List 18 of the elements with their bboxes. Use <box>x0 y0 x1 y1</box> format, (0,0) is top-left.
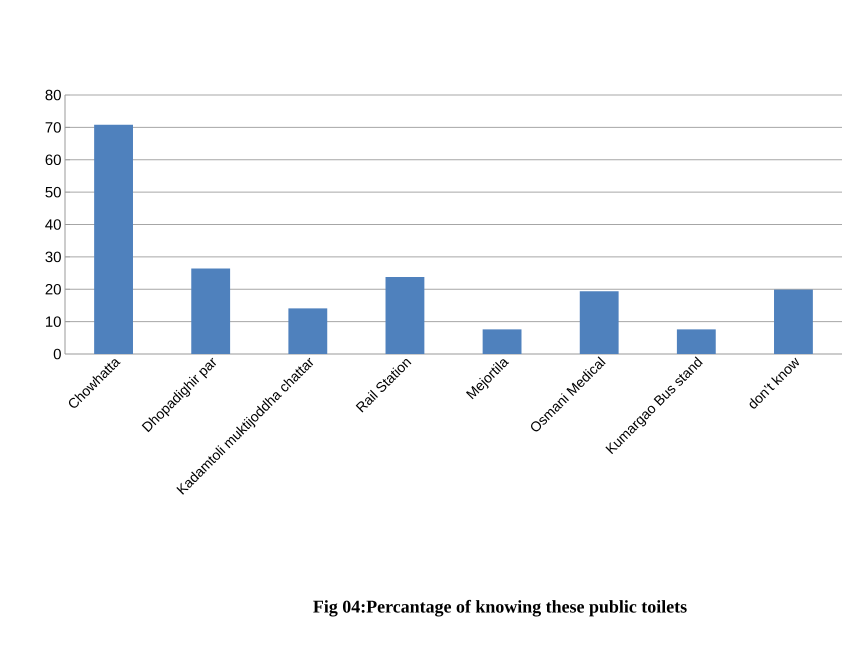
y-tick-label: 20 <box>46 284 61 295</box>
bar <box>482 329 522 354</box>
bar <box>676 329 716 354</box>
y-tick-label: 80 <box>46 90 61 100</box>
bar <box>580 291 619 354</box>
bar <box>191 268 230 354</box>
y-tick-label: 0 <box>54 348 61 360</box>
y-tick-label: 10 <box>46 316 61 327</box>
text: Fig 04:Percantage of knowing these public toilets <box>313 600 687 616</box>
y-tick-label: 30 <box>45 252 61 262</box>
y-tick-label: 40 <box>45 219 61 230</box>
y-tick-label: 50 <box>45 186 61 198</box>
bar <box>386 276 424 354</box>
bar <box>774 290 813 354</box>
y-tick-label: 60 <box>46 154 61 166</box>
bar <box>94 124 133 354</box>
y-tick-label: 70 <box>46 122 61 133</box>
bar <box>288 308 328 354</box>
